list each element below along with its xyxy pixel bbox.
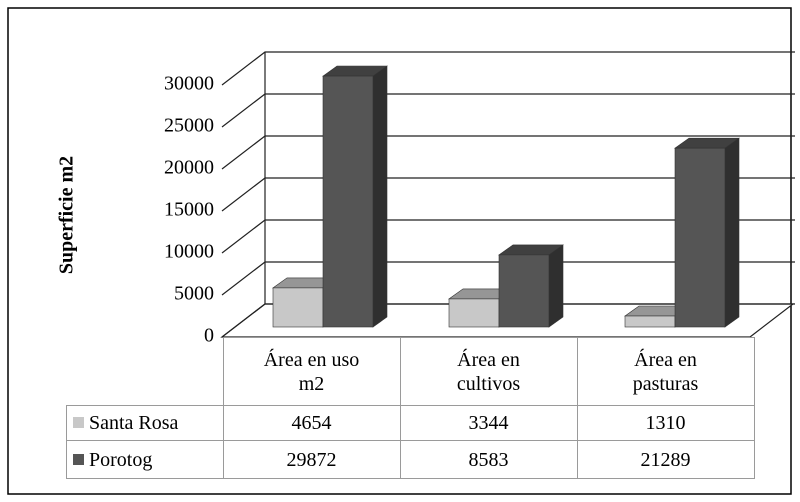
- bar-side: [372, 65, 388, 328]
- chart-frame: [7, 7, 792, 495]
- value-cell: 3344: [399, 405, 578, 441]
- y-tick-label: 0: [204, 325, 214, 347]
- value-cell: 8583: [399, 440, 578, 479]
- data-table: Área en uso m2 Área en cultivos Área en …: [66, 337, 755, 479]
- plot-area: 0 5000 10000 15000 20000 25000 30000: [164, 51, 795, 347]
- value-cell: 4654: [222, 405, 401, 441]
- bar-side: [548, 244, 564, 328]
- bar: [674, 147, 726, 328]
- category-cell: Área en cultivos: [399, 337, 578, 406]
- legend-cell: Porotog: [66, 440, 224, 479]
- grid-line: [221, 93, 795, 128]
- bar: [448, 298, 500, 328]
- category-cell: Área en pasturas: [576, 337, 755, 406]
- series-row: Porotog 29872 8583 21289: [66, 440, 755, 479]
- grid-line: [221, 51, 795, 86]
- legend-swatch: [73, 453, 84, 465]
- y-tick-label: 20000: [164, 157, 214, 179]
- legend-cell: Santa Rosa: [66, 405, 224, 441]
- y-axis-title: Superficie m2: [56, 156, 78, 274]
- value-cell: 1310: [576, 405, 755, 441]
- y-tick-label: 15000: [164, 199, 214, 221]
- value-cell: 21289: [576, 440, 755, 479]
- corner-cell: [66, 337, 224, 406]
- bar: [322, 75, 374, 328]
- y-tick-label: 5000: [174, 283, 214, 305]
- bar-side: [724, 137, 740, 328]
- value-cell: 29872: [222, 440, 401, 479]
- bar: [498, 254, 550, 328]
- bar: [624, 315, 676, 328]
- y-tick-label: 30000: [164, 73, 214, 95]
- y-tick-label: 25000: [164, 115, 214, 137]
- legend-swatch: [73, 417, 84, 428]
- header-row: Área en uso m2 Área en cultivos Área en …: [66, 337, 755, 406]
- legend-label: Santa Rosa: [89, 412, 179, 434]
- series-row: Santa Rosa 4654 3344 1310: [66, 405, 755, 441]
- legend-label: Porotog: [89, 448, 153, 471]
- category-cell: Área en uso m2: [222, 337, 401, 406]
- y-tick-label: 10000: [164, 241, 214, 263]
- bar: [272, 287, 324, 328]
